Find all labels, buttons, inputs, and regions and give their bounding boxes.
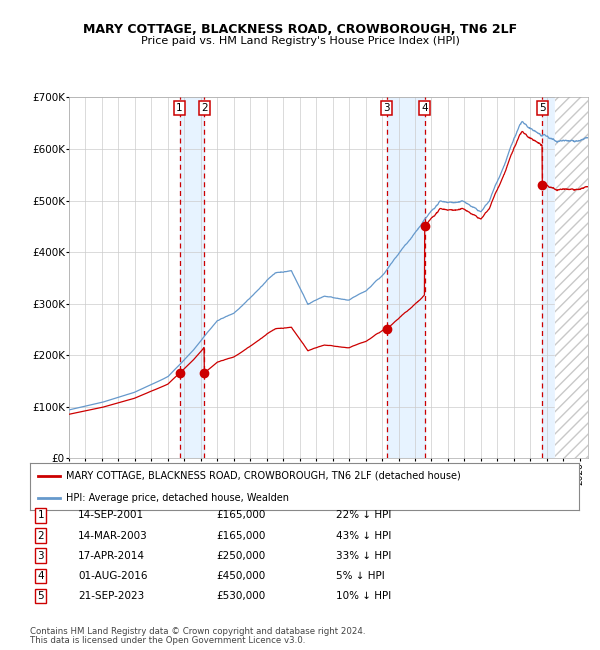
Text: HPI: Average price, detached house, Wealden: HPI: Average price, detached house, Weal… [65, 493, 289, 503]
Text: 4: 4 [421, 103, 428, 113]
Text: 17-APR-2014: 17-APR-2014 [78, 551, 145, 561]
Text: 5: 5 [539, 103, 545, 113]
Text: 5% ↓ HPI: 5% ↓ HPI [336, 571, 385, 581]
Text: 22% ↓ HPI: 22% ↓ HPI [336, 510, 391, 521]
Text: 3: 3 [383, 103, 390, 113]
Text: £165,000: £165,000 [216, 510, 265, 521]
Text: 33% ↓ HPI: 33% ↓ HPI [336, 551, 391, 561]
Text: MARY COTTAGE, BLACKNESS ROAD, CROWBOROUGH, TN6 2LF: MARY COTTAGE, BLACKNESS ROAD, CROWBOROUG… [83, 23, 517, 36]
Bar [387, 98, 425, 458]
Text: £165,000: £165,000 [216, 530, 265, 541]
Bar [555, 98, 588, 458]
Text: 1: 1 [176, 103, 183, 113]
Bar [542, 98, 555, 458]
Text: 10% ↓ HPI: 10% ↓ HPI [336, 591, 391, 601]
Text: Price paid vs. HM Land Registry's House Price Index (HPI): Price paid vs. HM Land Registry's House … [140, 36, 460, 46]
Text: 14-MAR-2003: 14-MAR-2003 [78, 530, 148, 541]
Text: 21-SEP-2023: 21-SEP-2023 [78, 591, 144, 601]
Text: Contains HM Land Registry data © Crown copyright and database right 2024.: Contains HM Land Registry data © Crown c… [30, 627, 365, 636]
Text: £250,000: £250,000 [216, 551, 265, 561]
Bar [555, 98, 588, 458]
Text: 3: 3 [37, 551, 44, 561]
Text: This data is licensed under the Open Government Licence v3.0.: This data is licensed under the Open Gov… [30, 636, 305, 645]
Text: 5: 5 [37, 591, 44, 601]
Text: 2: 2 [201, 103, 208, 113]
Text: 4: 4 [37, 571, 44, 581]
Text: MARY COTTAGE, BLACKNESS ROAD, CROWBOROUGH, TN6 2LF (detached house): MARY COTTAGE, BLACKNESS ROAD, CROWBOROUG… [65, 471, 460, 480]
Text: 43% ↓ HPI: 43% ↓ HPI [336, 530, 391, 541]
Text: 1: 1 [37, 510, 44, 521]
Text: £450,000: £450,000 [216, 571, 265, 581]
Bar [179, 98, 204, 458]
Text: £530,000: £530,000 [216, 591, 265, 601]
Text: 14-SEP-2001: 14-SEP-2001 [78, 510, 144, 521]
Text: 2: 2 [37, 530, 44, 541]
Text: 01-AUG-2016: 01-AUG-2016 [78, 571, 148, 581]
